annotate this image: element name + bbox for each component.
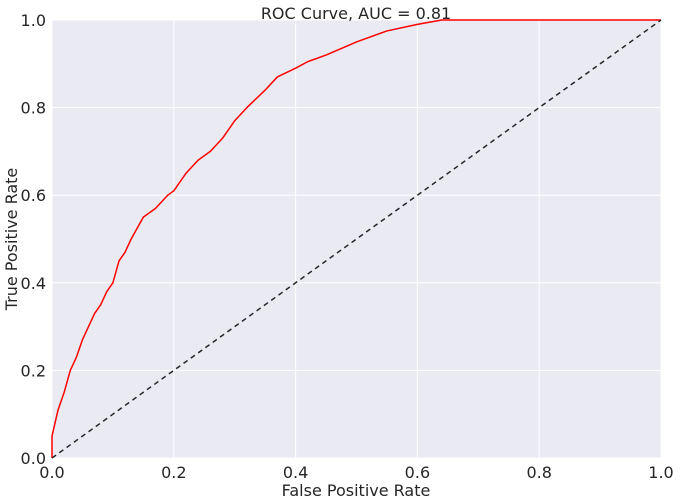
grid bbox=[51, 19, 662, 459]
chart-title: ROC Curve, AUC = 0.81 bbox=[261, 4, 451, 23]
x-tick-label: 0.6 bbox=[405, 463, 430, 482]
roc-curve-line bbox=[51, 19, 661, 458]
y-tick-label: 0.4 bbox=[21, 274, 46, 293]
y-tick-label: 0.8 bbox=[21, 99, 46, 118]
y-tick-label: 0.6 bbox=[21, 186, 46, 205]
x-tick-label: 0.8 bbox=[526, 463, 551, 482]
tick-labels: 0.0 0.2 0.4 0.6 0.8 1.0 0.0 0.2 0.4 0.6 0.8 1.0 bbox=[21, 11, 674, 482]
y-tick-label: 1.0 bbox=[21, 11, 46, 30]
y-tick-label: 0.0 bbox=[21, 449, 46, 468]
y-axis-label: True Positive Rate bbox=[2, 168, 21, 312]
y-tick-label: 0.2 bbox=[21, 361, 46, 380]
chance-diagonal-line bbox=[51, 19, 662, 459]
x-tick-label: 0.4 bbox=[283, 463, 308, 482]
x-tick-label: 0.2 bbox=[161, 463, 186, 482]
x-tick-label: 1.0 bbox=[648, 463, 673, 482]
x-tick-label: 0.0 bbox=[39, 463, 64, 482]
series-group bbox=[51, 19, 662, 459]
x-axis-label: False Positive Rate bbox=[282, 481, 431, 500]
